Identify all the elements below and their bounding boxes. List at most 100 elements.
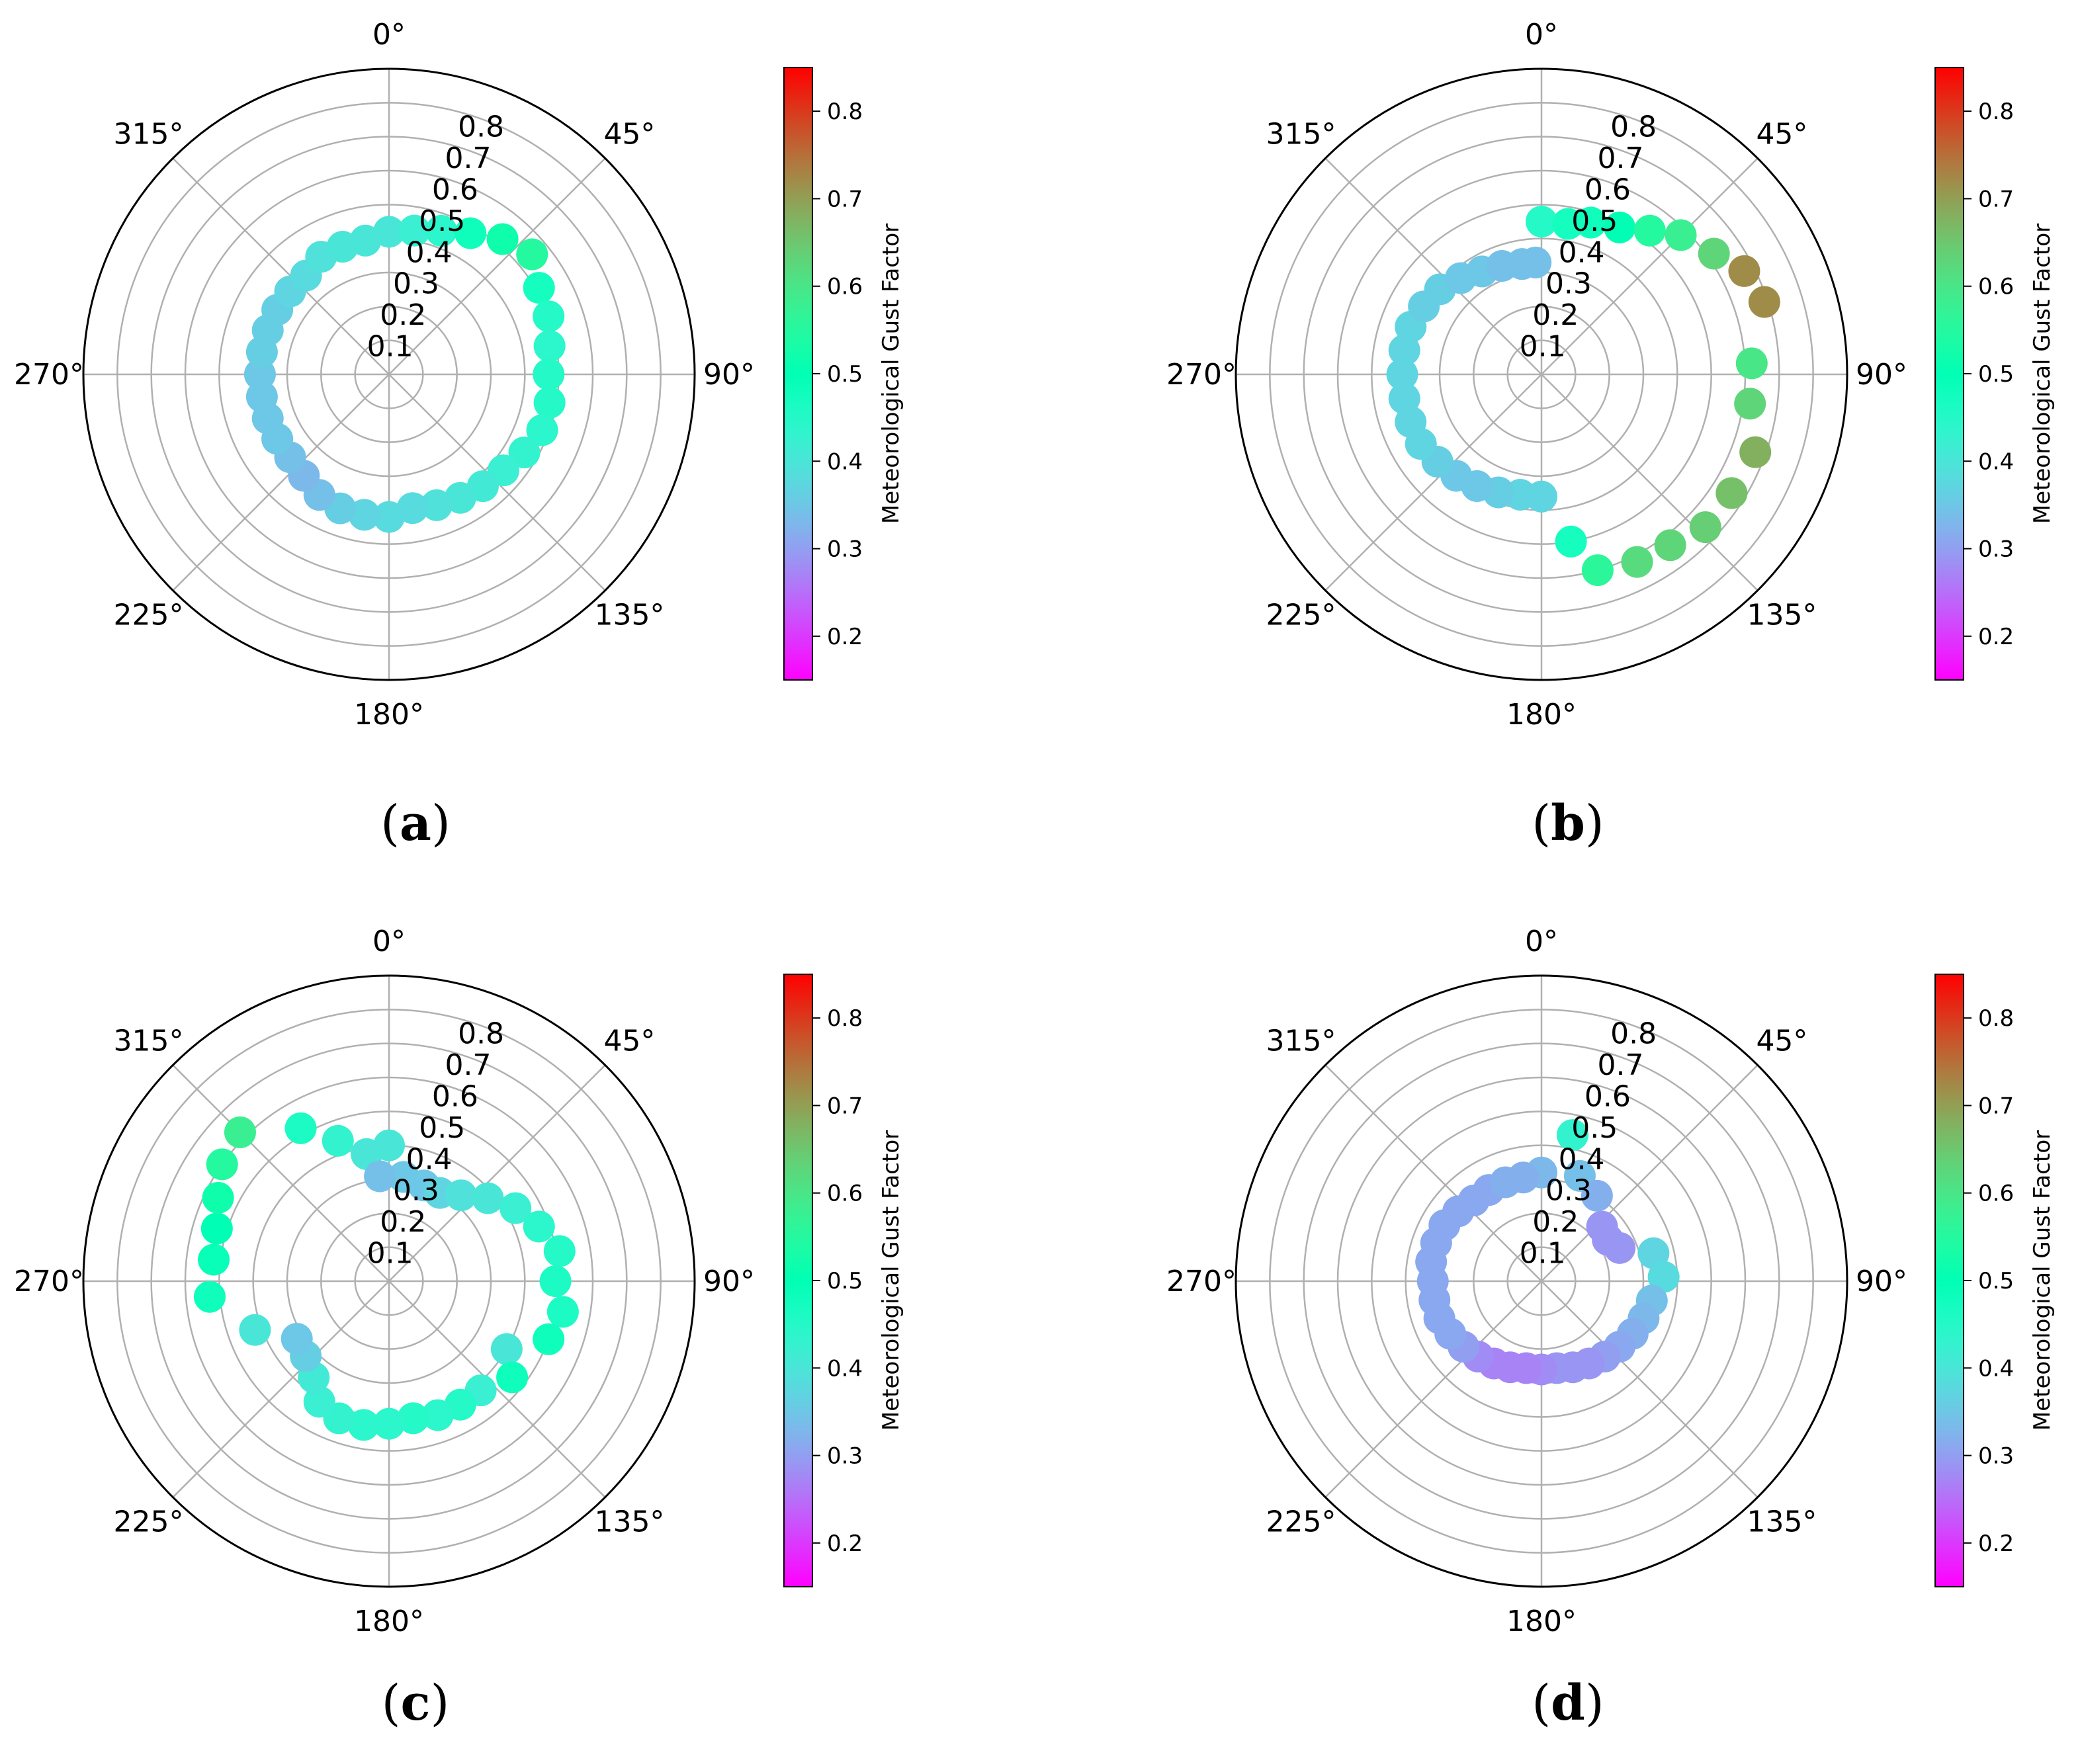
panel-label-b: (b) (1532, 795, 1604, 852)
scatter-point-11 (1739, 436, 1772, 468)
scatter-point-36 (1520, 246, 1552, 278)
radial-tick-labels: 0.1 0.2 0.3 0.4 0.5 0.6 0.7 0.8 (1520, 1017, 1657, 1271)
r-tick-0.2: 0.2 (380, 298, 426, 332)
polar-grid (82, 974, 696, 1588)
scatter-point-33 (322, 1124, 354, 1157)
colorbar-tick-0.4: 0.4 (827, 1355, 863, 1382)
polar-spine (82, 67, 696, 681)
theta-tick-315: 315° (1266, 118, 1336, 151)
r-tick-0.8: 0.8 (1610, 1017, 1657, 1051)
grid-ring (150, 1042, 628, 1520)
scatter-points (1415, 1119, 1680, 1386)
r-tick-0.4: 0.4 (406, 235, 453, 269)
scatter-point-11 (533, 1323, 565, 1355)
r-tick-0.1: 0.1 (367, 1237, 413, 1271)
grid-spoke (172, 157, 390, 375)
r-tick-0.8: 0.8 (458, 1017, 504, 1051)
r-tick-0.7: 0.7 (445, 1048, 492, 1082)
scatter-point-1 (1552, 208, 1584, 240)
grid-ring (1371, 1111, 1712, 1452)
theta-tick-225: 225° (1266, 598, 1336, 632)
theta-tick-labels: 0° 45° 90° 135° 180° 225° 270° 315° (1166, 925, 1907, 1638)
scatter-point-6 (1604, 1232, 1636, 1264)
scatter-points (243, 214, 566, 533)
grid-ring (150, 136, 628, 613)
r-tick-0.3: 0.3 (1545, 267, 1592, 301)
colorbar-label: Meteorological Gust Factor (878, 1130, 904, 1431)
theta-tick-135: 135° (594, 1505, 664, 1538)
theta-tick-180: 180° (1506, 1605, 1577, 1638)
colorbar-tick-0.2: 0.2 (827, 624, 863, 650)
colorbar-tick-0.5: 0.5 (827, 1268, 863, 1294)
polar-grid (1235, 974, 1848, 1588)
grid-spoke (172, 374, 390, 591)
colorbar-tick-0.3: 0.3 (827, 536, 863, 563)
scatter-point-13 (1689, 511, 1721, 544)
scatter-point-3 (1604, 211, 1636, 243)
panel-label-d: (d) (1532, 1675, 1604, 1732)
scatter-point-27 (1386, 358, 1418, 390)
scatter-point-18 (373, 1407, 405, 1440)
grid-ring (1506, 339, 1577, 409)
grid-ring (354, 339, 424, 409)
scatter-point-28 (200, 1212, 233, 1245)
theta-tick-270: 270° (14, 1265, 84, 1298)
scatter-point-11 (526, 414, 558, 446)
grid-spoke (1541, 1281, 1758, 1498)
scatter-point-10 (546, 1296, 579, 1328)
scatter-point-10 (533, 386, 566, 419)
r-tick-0.7: 0.7 (1598, 142, 1644, 175)
colorbar-tick-0.8: 0.8 (1978, 1005, 2014, 1032)
polar-spine (1235, 974, 1848, 1588)
colorbar-tick-0.7: 0.7 (827, 186, 863, 212)
scatter-point-6 (499, 1192, 532, 1224)
colorbar-label: Meteorological Gust Factor (878, 224, 904, 524)
theta-tick-270: 270° (14, 358, 84, 392)
theta-tick-45: 45° (1756, 1025, 1807, 1058)
scatter-point-32 (284, 1112, 317, 1144)
r-tick-0.1: 0.1 (1520, 1237, 1566, 1271)
colorbar-gradient (1934, 974, 1964, 1587)
grid-spoke (388, 1281, 606, 1498)
scatter-point-7 (523, 1210, 555, 1243)
radial-tick-labels: 0.1 0.2 0.3 0.4 0.5 0.6 0.7 0.8 (367, 1017, 504, 1271)
scatter-point-26 (193, 1281, 226, 1313)
r-tick-0.4: 0.4 (1559, 1142, 1605, 1176)
scatter-points (193, 1112, 579, 1441)
r-tick-0.4: 0.4 (1559, 235, 1605, 269)
colorbar-gradient (783, 67, 813, 681)
r-tick-0.7: 0.7 (1598, 1048, 1644, 1082)
colorbar-label: Meteorological Gust Factor (2029, 1130, 2056, 1431)
colorbar-tick-0.5: 0.5 (827, 361, 863, 388)
theta-tick-225: 225° (114, 1505, 184, 1538)
colorbar-tick-0.7: 0.7 (1978, 186, 2014, 212)
grid-ring (1473, 306, 1610, 443)
theta-tick-45: 45° (603, 118, 655, 151)
panel-label-a: (a) (380, 795, 451, 852)
scatter-point-31 (224, 1116, 256, 1148)
theta-tick-0: 0° (1525, 18, 1558, 52)
colorbar-tick-0.4: 0.4 (1978, 448, 2014, 475)
colorbar-tick-0.3: 0.3 (1978, 536, 2014, 563)
scatter-point-8 (543, 1235, 576, 1267)
scatter-point-9 (533, 358, 565, 390)
colorbar-tick-0.8: 0.8 (1978, 99, 2014, 125)
scatter-point-24 (281, 1323, 313, 1355)
scatter-point-19 (347, 1409, 380, 1441)
polar-grid (1235, 67, 1848, 681)
grid-spoke (1541, 157, 1758, 375)
grid-spoke (172, 1281, 390, 1498)
r-tick-0.6: 0.6 (432, 1079, 478, 1113)
r-tick-0.6: 0.6 (432, 173, 478, 206)
theta-tick-labels: 0° 45° 90° 135° 180° 225° 270° 315° (14, 925, 755, 1638)
grid-spoke (388, 1064, 606, 1282)
colorbar-tick-0.3: 0.3 (827, 1443, 863, 1470)
colorbar-tick-0.6: 0.6 (827, 1181, 863, 1207)
scatter-point-7 (1728, 255, 1760, 287)
scatter-point-4 (486, 223, 519, 255)
scatter-point-8 (1748, 286, 1780, 318)
colorbar: 0.2 0.3 0.4 0.5 0.6 0.7 0.8 Meteorologic… (783, 67, 904, 681)
grid-ring (1506, 1246, 1577, 1316)
scatter-point-34 (1507, 1161, 1540, 1194)
